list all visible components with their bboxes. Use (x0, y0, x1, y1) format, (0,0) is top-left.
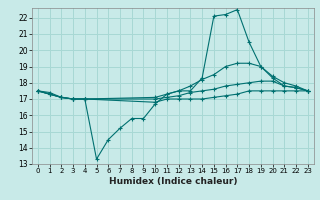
X-axis label: Humidex (Indice chaleur): Humidex (Indice chaleur) (108, 177, 237, 186)
